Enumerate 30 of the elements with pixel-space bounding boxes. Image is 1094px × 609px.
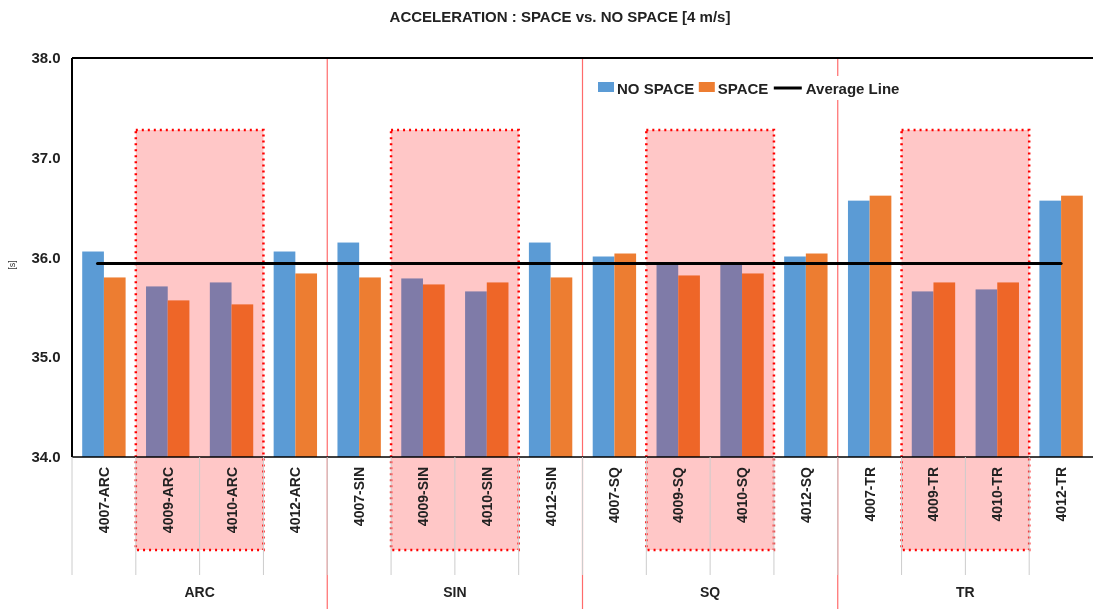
text: TR <box>956 584 975 600</box>
legend-label: Average Line <box>805 80 900 97</box>
text: ARC <box>184 584 215 600</box>
x-tick-label: 4012-SQ <box>797 466 814 524</box>
x-tick-label: 4009-SIN <box>414 467 431 527</box>
x-tick-label: 4007-SIN <box>351 467 368 527</box>
x-tick-label: 4007-ARC <box>95 467 112 534</box>
x-tick-label: 4010-ARC <box>223 467 240 534</box>
y-axis-title: [s] <box>7 260 17 270</box>
x-tick-label: 4007-SQ <box>606 466 623 524</box>
x-tick-label: 4009-SQ <box>670 466 687 524</box>
x-tick-label: 4010-SIN <box>478 467 495 527</box>
legend-label: SPACE <box>717 80 769 97</box>
y-tick-label: 37.0 <box>31 148 61 166</box>
x-tick-label: 4009-TR <box>925 467 942 522</box>
x-tick-label: 4012-TR <box>1053 467 1070 522</box>
y-tick-label: 36.0 <box>31 248 61 266</box>
x-tick-label: 4012-ARC <box>287 467 304 534</box>
x-tick-label: 4010-SQ <box>734 466 751 524</box>
legend-label: NO SPACE <box>617 80 695 97</box>
x-tick-label: 4009-ARC <box>159 467 176 534</box>
x-tick-label: 4010-TR <box>989 467 1006 522</box>
y-tick-label: 38.0 <box>31 49 61 66</box>
y-tick-label: 34.0 <box>31 448 61 465</box>
x-tick-label: 4007-TR <box>861 467 878 522</box>
chart-title: ACCELERATION : SPACE vs. NO SPACE [4 m/s] <box>389 8 731 25</box>
text: SIN <box>443 584 467 600</box>
x-tick-label: 4012-SIN <box>542 467 559 527</box>
text: SQ <box>700 584 721 600</box>
y-tick-label: 35.0 <box>31 348 61 366</box>
